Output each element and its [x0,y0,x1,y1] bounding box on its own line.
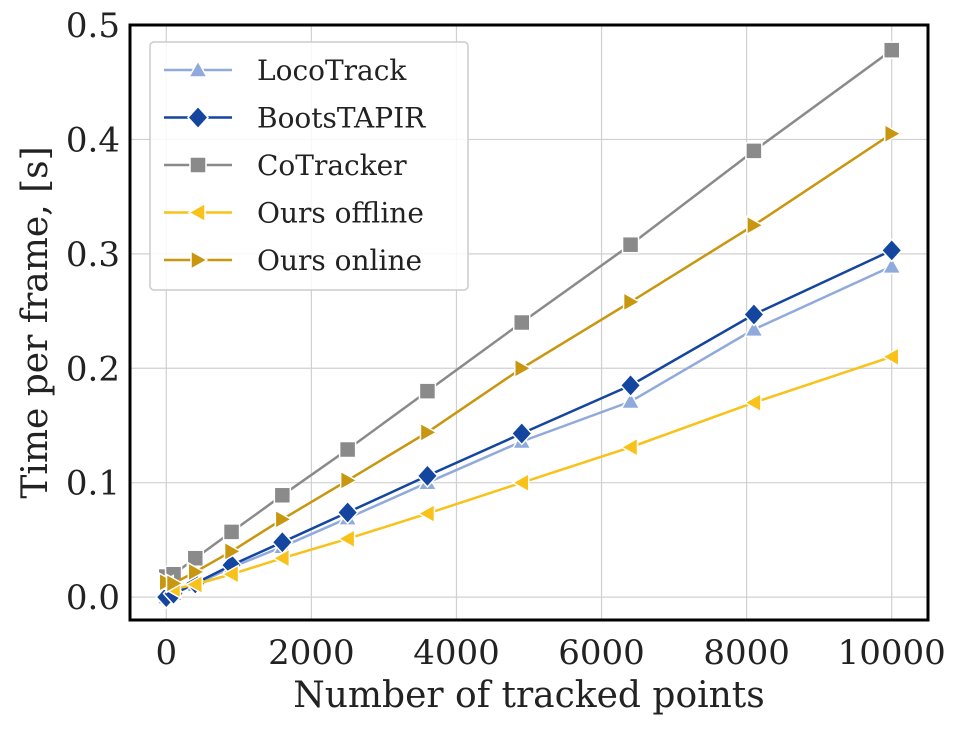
data-point-cotracker [338,440,357,459]
data-point-bootstapir [416,463,439,488]
data-point-bootstapir [742,302,765,327]
x-tick-label: 0 [155,633,177,673]
data-point-ours-offline [337,528,356,550]
data-point-ours-online [513,357,533,379]
y-tick-label: 0.5 [66,6,120,46]
data-point-cotracker [882,41,901,59]
series-ours-online [158,123,903,594]
legend-marker [190,249,209,271]
data-point-ours-online [223,541,243,562]
y-tick-label: 0.0 [66,578,120,618]
data-point-cotracker [418,382,437,400]
data-point-ours-offline [221,563,240,585]
data-point-ours-online [622,291,642,313]
y-tick-label: 0.2 [66,349,120,389]
data-point-ours-online [187,561,206,583]
data-point-cotracker [222,523,241,541]
legend-box [149,41,469,291]
data-point-ours-offline [416,503,436,524]
x-axis-label: Number of tracked points [293,675,765,716]
data-point-locotrack [620,390,641,410]
data-point-ours-offline [881,346,900,368]
data-point-locotrack [743,318,765,338]
legend-item-locotrack: LocoTrack [164,54,407,87]
data-point-ours-online [274,509,293,530]
data-point-ours-online [339,470,359,491]
data-point-cotracker [273,486,292,505]
x-tick-label: 4000 [413,633,500,673]
data-point-ours-online [165,573,185,594]
x-tick-label: 10000 [838,633,946,673]
data-point-ours-offline [620,436,639,458]
y-axis-label: Time per frame, [s] [15,146,56,498]
legend: LocoTrack BootsTAPIR CoTracker Ours offline… [149,41,469,291]
data-point-ours-online [746,214,765,236]
data-point-cotracker [621,235,640,254]
x-tick-label: 6000 [558,633,645,673]
data-point-cotracker [512,313,531,332]
data-point-ours-offline [271,547,291,569]
legend-label: Ours offline [257,197,424,230]
legend-item-bootstapir: BootsTAPIR [164,102,426,135]
data-point-bootstapir [880,238,903,263]
legend-marker [186,105,210,130]
y-tick-label: 0.1 [66,464,120,504]
plot-frame [128,23,930,622]
legend-item-ours-offline: Ours offline [164,197,424,230]
y-tick-label: 0.3 [66,235,120,275]
legend-marker [187,202,206,223]
series-layer [155,41,903,610]
legend-marker [187,59,209,78]
legend-item-cotracker: CoTracker [164,149,407,182]
data-point-ours-offline [743,392,762,413]
data-point-bootstapir [336,500,359,525]
data-point-bootstapir [510,421,533,446]
legend-marker [189,156,207,174]
y-tick-label: 0.4 [66,120,120,160]
data-point-ours-online [883,123,903,144]
data-point-locotrack [881,255,903,275]
data-point-cotracker [745,142,763,160]
data-point-ours-online [419,422,438,443]
x-tick-label: 8000 [703,633,790,673]
data-point-ours-offline [511,472,530,493]
data-point-ours-offline [184,574,204,595]
tick-labels: 0 2000 4000 6000 8000 10000 0.0 0.1 0.2 0.3 0.4 0.5 [66,6,946,673]
series-ours-offline [155,346,900,600]
legend-label: Ours online [257,244,422,277]
legend-item-ours-online: Ours online [164,244,422,277]
legend-label: CoTracker [257,149,407,182]
legend-label: LocoTrack [257,54,407,87]
data-point-bootstapir [619,373,642,398]
legend-label: BootsTAPIR [257,102,426,135]
x-tick-label: 2000 [268,633,355,673]
